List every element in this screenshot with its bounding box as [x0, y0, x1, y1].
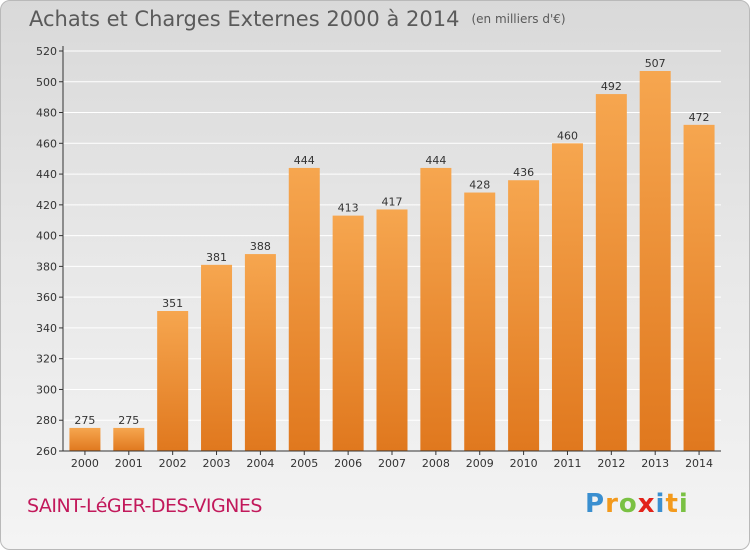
bar [69, 427, 101, 451]
y-tick-label: 300 [36, 383, 57, 396]
data-label: 275 [118, 414, 139, 427]
bar [332, 215, 364, 451]
bar [201, 264, 233, 451]
bar [683, 124, 715, 451]
data-label: 507 [645, 57, 666, 70]
x-tick-label: 2001 [115, 457, 143, 470]
bar [376, 209, 408, 451]
y-tick-label: 280 [36, 414, 57, 427]
x-tick-label: 2014 [685, 457, 713, 470]
bar [420, 167, 452, 451]
commune-name: SAINT-LéGER-DES-VIGNES [27, 495, 262, 517]
data-label: 413 [338, 202, 359, 215]
y-tick-label: 480 [36, 107, 57, 120]
y-tick-label: 520 [36, 45, 57, 58]
y-tick-label: 260 [36, 445, 57, 458]
x-tick-label: 2008 [422, 457, 450, 470]
y-tick-label: 320 [36, 353, 57, 366]
data-label: 417 [382, 195, 403, 208]
logo-letter: x [637, 489, 656, 519]
bar [508, 180, 540, 451]
y-tick-label: 460 [36, 137, 57, 150]
y-tick-label: 400 [36, 230, 57, 243]
bar [464, 192, 496, 452]
y-tick-label: 340 [36, 322, 57, 335]
data-label: 492 [601, 80, 622, 93]
chart-subtitle: (en milliers d'€) [471, 12, 566, 26]
x-tick-label: 2010 [510, 457, 538, 470]
x-tick-label: 2002 [159, 457, 187, 470]
bar [244, 254, 276, 451]
bar [113, 427, 145, 451]
data-label: 351 [162, 297, 183, 310]
bar [551, 143, 583, 452]
x-tick-label: 2006 [334, 457, 362, 470]
data-label: 444 [294, 154, 315, 167]
logo-letter: P [585, 489, 606, 519]
data-label: 381 [206, 251, 227, 264]
logo-letter: i [655, 489, 666, 519]
data-label: 472 [689, 111, 710, 124]
y-tick-label: 420 [36, 199, 57, 212]
logo-letter: o [618, 489, 638, 519]
y-tick-label: 440 [36, 168, 57, 181]
bar [288, 167, 320, 451]
x-tick-label: 2000 [71, 457, 99, 470]
data-label: 460 [557, 129, 578, 142]
x-tick-label: 2009 [466, 457, 494, 470]
chart-title: Achats et Charges Externes 2000 à 2014 (e… [29, 7, 566, 31]
x-tick-label: 2005 [290, 457, 318, 470]
x-tick-label: 2011 [553, 457, 581, 470]
data-label: 388 [250, 240, 271, 253]
x-tick-label: 2003 [203, 457, 231, 470]
data-label: 428 [469, 179, 490, 192]
chart-title-text: Achats et Charges Externes 2000 à 2014 [29, 7, 460, 31]
bar [639, 71, 671, 451]
logo-letter: i [678, 489, 689, 519]
x-tick-label: 2004 [246, 457, 274, 470]
x-tick-label: 2013 [641, 457, 669, 470]
x-tick-label: 2012 [597, 457, 625, 470]
x-tick-label: 2007 [378, 457, 406, 470]
proxiti-logo: Proxiti [585, 489, 689, 519]
y-tick-label: 500 [36, 76, 57, 89]
data-label: 444 [425, 154, 446, 167]
data-label: 436 [513, 166, 534, 179]
y-tick-label: 380 [36, 260, 57, 273]
logo-letter: t [665, 489, 679, 519]
bar [157, 311, 189, 451]
logo-letter: r [605, 489, 619, 519]
data-label: 275 [74, 414, 95, 427]
bar [595, 94, 627, 452]
y-tick-label: 360 [36, 291, 57, 304]
